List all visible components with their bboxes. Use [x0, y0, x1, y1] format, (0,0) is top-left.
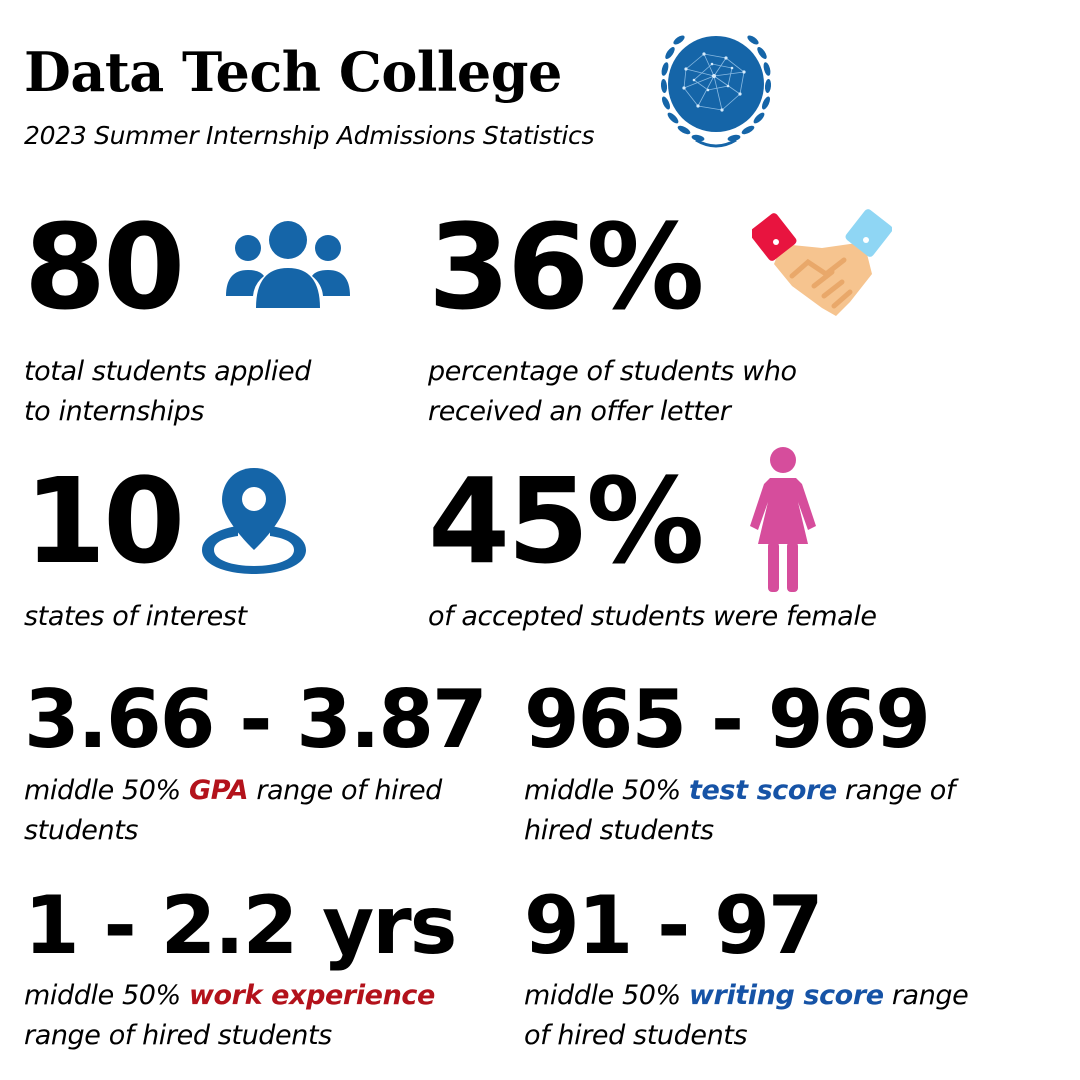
people-group-icon: [226, 221, 350, 308]
college-seal-laurel-icon: [660, 35, 772, 148]
female-percentage: 45%: [428, 452, 704, 590]
offers-caption: percentage of students who received an o…: [428, 356, 797, 427]
page-subtitle: 2023 Summer Internship Admissions Statis…: [24, 121, 595, 150]
states-count: 10: [24, 452, 185, 590]
test-score-caption: middle 50% test score range of hired stu…: [524, 775, 955, 846]
offers-percentage: 36%: [428, 198, 704, 336]
applicants-count: 80: [24, 198, 185, 336]
gpa-range: 3.66 - 3.87: [24, 673, 488, 766]
writing-score-range: 91 - 97: [524, 879, 824, 972]
states-caption: states of interest: [24, 601, 247, 632]
female-caption: of accepted students were female: [428, 601, 877, 632]
location-pin-icon: [202, 468, 306, 574]
handshake-icon: [752, 209, 892, 316]
work-experience-caption: middle 50% work experience range of hire…: [24, 980, 435, 1051]
applicants-caption: total students applied to internships: [24, 356, 311, 427]
gpa-caption: middle 50% GPA range of hired students: [24, 775, 442, 846]
writing-score-caption: middle 50% writing score range of hired …: [524, 980, 969, 1051]
page-title: Data Tech College: [24, 40, 562, 104]
work-experience-range: 1 - 2.2 yrs: [24, 879, 457, 972]
female-person-icon: [750, 447, 816, 592]
test-score-range: 965 - 969: [524, 673, 931, 766]
